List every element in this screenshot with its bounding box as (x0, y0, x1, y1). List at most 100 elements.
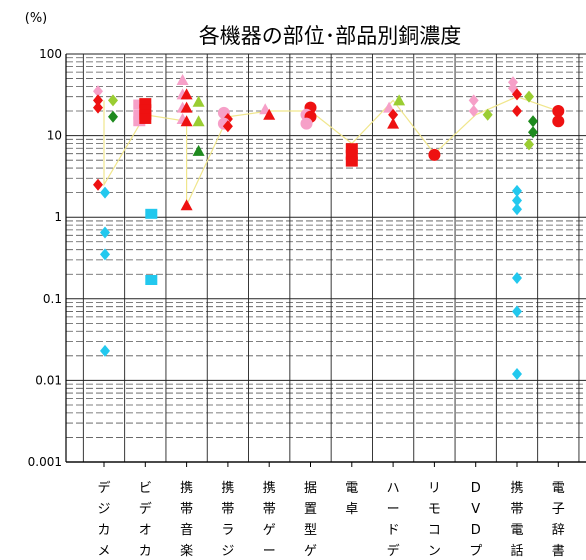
category-label-char: ン (428, 544, 441, 559)
category-label-char: カ (97, 523, 110, 538)
category-label-char: 子 (552, 502, 565, 517)
category-label-char: コ (428, 523, 441, 538)
data-point-triangle (387, 117, 400, 129)
data-point-circle (552, 115, 565, 128)
category-label-char: 電 (510, 523, 523, 538)
data-point-triangle (192, 115, 205, 127)
category-label-char: 書 (552, 544, 565, 559)
data-point-triangle (180, 101, 193, 113)
chart-title: 各機器の部位･部品別銅濃度 (199, 24, 462, 48)
category-label-char: メ (97, 544, 110, 559)
data-point-diamond (108, 110, 118, 123)
category-label-char: 置 (304, 502, 317, 517)
category-label-char: ハ (387, 481, 400, 496)
data-point-diamond (512, 194, 522, 207)
category-label-char: 型 (304, 523, 317, 538)
category-label-char: ド (387, 523, 400, 538)
data-point-square (139, 113, 152, 124)
data-point-diamond (512, 305, 522, 318)
data-point-square (139, 98, 152, 109)
category-label-char: 話 (510, 543, 523, 559)
data-point-triangle (180, 199, 193, 211)
category-label-char: 卓 (345, 502, 358, 517)
data-point-square (145, 274, 158, 285)
y-tick-label: 100 (39, 47, 62, 61)
y-tick-label: 0.1 (43, 292, 62, 306)
category-label-char: デ (139, 501, 152, 517)
data-point-triangle (180, 115, 193, 127)
data-points (93, 74, 565, 380)
data-point-diamond (93, 101, 103, 114)
category-label-char: 携 (221, 480, 234, 496)
category-label-char: 電 (345, 481, 358, 496)
y-axis-unit: (%) (25, 11, 48, 26)
data-point-diamond (512, 271, 522, 284)
y-tick-label: 0.01 (35, 373, 62, 387)
category-label-char: オ (139, 523, 152, 538)
data-point-square (139, 104, 152, 115)
data-point-circle (552, 105, 565, 118)
data-point-diamond (512, 203, 522, 216)
data-point-triangle (176, 74, 189, 86)
data-point-triangle (192, 144, 205, 156)
category-label-char: リ (428, 481, 441, 496)
data-point-triangle (263, 108, 276, 120)
trend-polyline (103, 96, 559, 206)
category-label-char: プ (469, 544, 482, 559)
data-point-diamond (528, 115, 538, 128)
data-point-diamond (512, 184, 522, 197)
data-point-diamond (512, 88, 522, 101)
data-point-diamond (100, 226, 110, 239)
category-label-char: D (471, 523, 481, 538)
data-point-square (345, 143, 358, 154)
y-tick-label: 1 (54, 210, 62, 224)
data-point-triangle (192, 95, 205, 107)
data-point-diamond (482, 108, 493, 121)
category-label-char: 据 (304, 481, 317, 496)
category-label-char: モ (428, 502, 441, 517)
trend-line (103, 96, 559, 206)
y-tick-labels: 100 10 1 0.1 0.01 0.001 (28, 47, 62, 469)
data-point-diamond (222, 120, 233, 133)
category-label-char: ー (263, 544, 276, 559)
data-point-circle (428, 148, 441, 161)
axes (65, 54, 586, 467)
data-point-diamond (100, 186, 110, 199)
data-point-diamond (468, 94, 479, 107)
data-point-diamond (93, 85, 103, 98)
data-point-diamond (512, 105, 522, 118)
y-tick-label: 10 (47, 129, 62, 143)
category-label-char: 携 (510, 480, 523, 496)
category-label-char: ジ (97, 502, 110, 517)
data-point-square (145, 208, 158, 219)
data-point-square (345, 156, 358, 167)
category-label-char: 帯 (510, 502, 523, 517)
data-point-diamond (524, 138, 534, 151)
category-label-char: 楽 (180, 543, 193, 559)
data-point-diamond (100, 344, 110, 357)
data-point-triangle (383, 101, 396, 113)
category-label-char: カ (139, 544, 152, 559)
category-label-char: デ (387, 543, 400, 559)
data-point-diamond (468, 105, 479, 118)
data-point-diamond (100, 248, 110, 261)
category-label-char: 帯 (263, 502, 276, 517)
data-point-triangle (180, 88, 193, 100)
category-label-char: 携 (263, 480, 276, 496)
data-point-triangle (393, 94, 406, 106)
category-label-char: 音 (180, 522, 193, 538)
category-label-char: ラ (221, 523, 234, 538)
category-label-char: 携 (180, 480, 193, 496)
category-label-char: 辞 (552, 523, 565, 538)
category-label-char: ゲ (263, 523, 276, 538)
category-label-char: 帯 (221, 502, 234, 517)
category-label-char: D (471, 481, 481, 496)
data-point-square (345, 149, 358, 160)
y-tick-label: 0.001 (28, 455, 62, 469)
category-label-char: ジ (221, 544, 234, 559)
category-label-char: ビ (139, 481, 152, 496)
data-point-diamond (93, 94, 103, 107)
data-point-diamond (528, 126, 538, 139)
category-label-char: 電 (552, 481, 565, 496)
